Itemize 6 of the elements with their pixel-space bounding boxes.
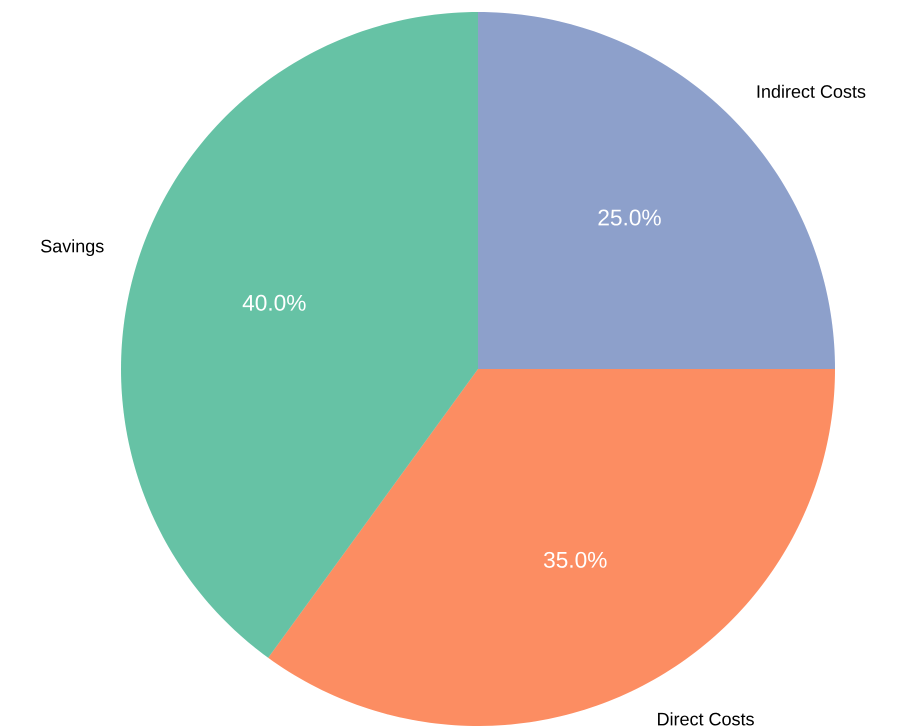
slice-label: Savings [41, 239, 104, 256]
data-label: 40.0% [242, 294, 306, 311]
data-label: 25.0% [598, 209, 661, 226]
data-label: 35.0% [544, 552, 607, 568]
slice-label: Direct Costs [658, 712, 754, 726]
slice-label: Indirect Costs [758, 84, 866, 98]
